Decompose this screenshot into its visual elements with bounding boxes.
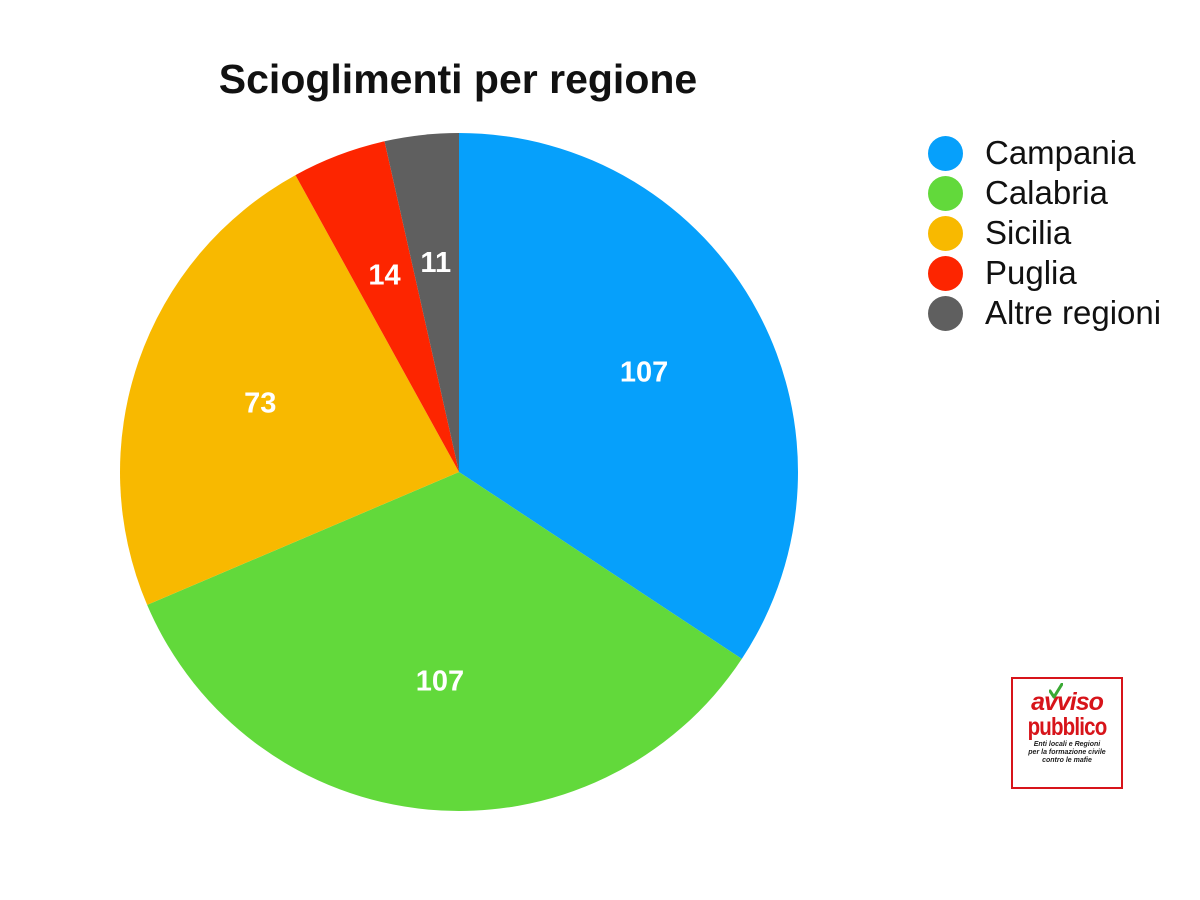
legend-swatch (928, 135, 963, 171)
logo-wordmark-top: avviso (1031, 688, 1104, 716)
logo-tagline-line: contro le mafie (1042, 757, 1092, 764)
legend-label: Sicilia (985, 214, 1072, 251)
legend-swatch (928, 175, 963, 211)
avviso-pubblico-logo: avviso pubblico Enti locali e Regioni pe… (1011, 677, 1123, 789)
slice-value-label: 107 (620, 356, 668, 388)
check-mark-icon (1049, 683, 1063, 699)
pie-chart: 107 107 73 14 11 (119, 133, 798, 811)
logo-tagline-line: per la formazione civile (1028, 749, 1106, 756)
legend-swatch (928, 215, 963, 251)
legend-item-altre-regioni: Altre regioni (928, 293, 1161, 333)
pie-slice-altre-regioni (384, 133, 459, 472)
legend-swatch (928, 255, 963, 291)
legend-item-puglia: Puglia (928, 253, 1161, 293)
pie-slice-puglia (295, 141, 459, 472)
legend-label: Puglia (985, 254, 1077, 291)
legend: Campania Calabria Sicilia Puglia Altre r… (928, 133, 1161, 333)
pie-slice-sicilia (119, 175, 459, 605)
pie-slice-calabria (147, 472, 742, 811)
slice-value-label: 11 (420, 247, 451, 279)
slice-value-label: 73 (244, 387, 276, 419)
logo-wordmark-bottom: pubblico (1027, 713, 1108, 741)
slice-value-label: 14 (368, 259, 400, 291)
legend-label: Campania (985, 134, 1136, 171)
slice-value-label: 107 (416, 665, 464, 697)
pie-slice-campania (459, 133, 798, 659)
legend-item-campania: Campania (928, 133, 1161, 173)
legend-swatch (928, 295, 963, 331)
chart-title: Scioglimenti per regione (218, 56, 698, 102)
legend-item-calabria: Calabria (928, 173, 1161, 213)
legend-label: Calabria (985, 174, 1108, 211)
logo-tagline: Enti locali e Regioni per la formazione … (1013, 741, 1121, 765)
legend-label: Altre regioni (985, 294, 1162, 331)
legend-item-sicilia: Sicilia (928, 213, 1161, 253)
logo-tagline-line: Enti locali e Regioni (1033, 741, 1101, 748)
